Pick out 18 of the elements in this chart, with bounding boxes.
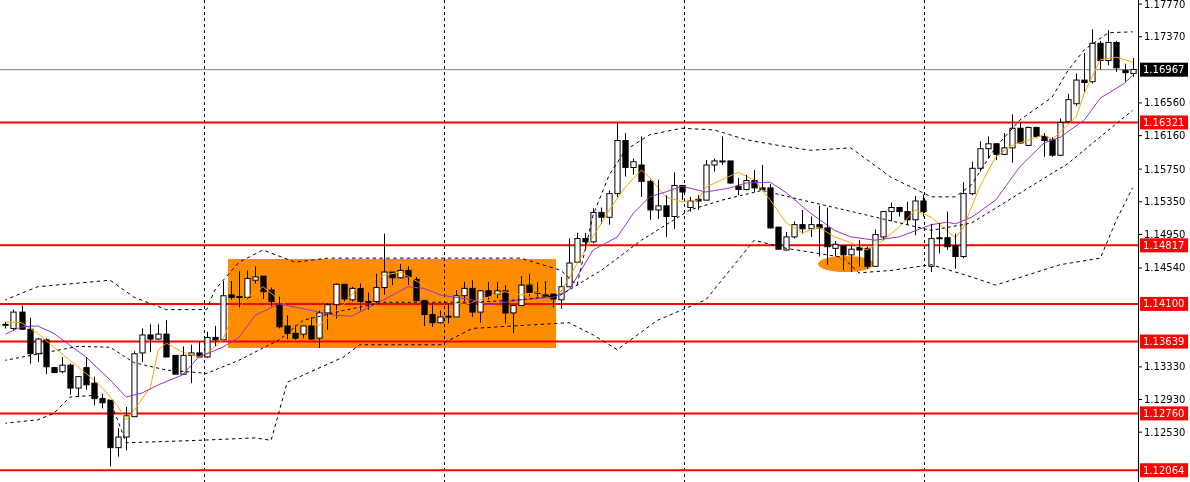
- y-tick-label: 1.15750: [1144, 163, 1186, 175]
- y-tick-label: 1.13330: [1144, 361, 1186, 373]
- ref-line-label: 1.16967: [1143, 64, 1185, 76]
- y-tick-label: 1.12530: [1144, 426, 1186, 438]
- ref-line-label: 1.12064: [1143, 464, 1185, 476]
- y-tick-label: 1.16560: [1144, 97, 1186, 109]
- y-tick-label: 1.14540: [1144, 262, 1186, 274]
- ref-line-label: 1.14817: [1143, 239, 1185, 251]
- ref-line-label: 1.14100: [1143, 298, 1185, 310]
- y-tick-label: 1.14950: [1144, 228, 1186, 240]
- y-tick-label: 1.15350: [1144, 196, 1186, 208]
- y-tick-label: 1.17370: [1144, 31, 1186, 43]
- y-tick-label: 1.16160: [1144, 130, 1186, 142]
- y-tick-label: 1.17770: [1144, 0, 1186, 10]
- ref-line-label: 1.12760: [1143, 407, 1185, 419]
- ref-line-label: 1.13639: [1143, 336, 1185, 348]
- ref-line-label: 1.16321: [1143, 116, 1185, 128]
- y-tick-label: 1.12930: [1144, 393, 1186, 405]
